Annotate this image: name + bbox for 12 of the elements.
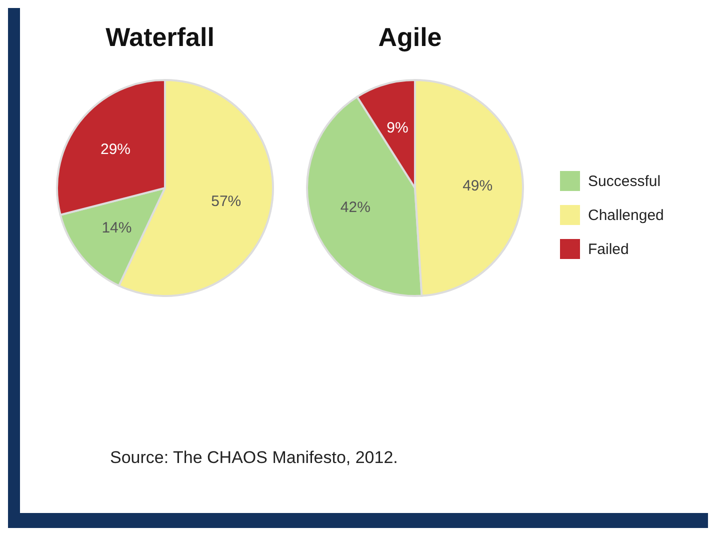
data-label: 9% [386, 119, 408, 136]
data-label: 29% [100, 141, 131, 158]
data-label: 42% [340, 198, 370, 216]
legend-label: Challenged [588, 206, 664, 224]
slice-label: Agile [377, 22, 443, 54]
data-label: 57% [211, 193, 242, 210]
slice-label: Waterfall [104, 22, 216, 54]
legend-label: Successful [588, 172, 661, 190]
data-label: 14% [102, 219, 132, 236]
data-label: 49% [462, 178, 493, 195]
legend-label: Failed [588, 240, 629, 258]
source-note: Source: The CHAOS Manifesto, 2012. [110, 448, 398, 468]
